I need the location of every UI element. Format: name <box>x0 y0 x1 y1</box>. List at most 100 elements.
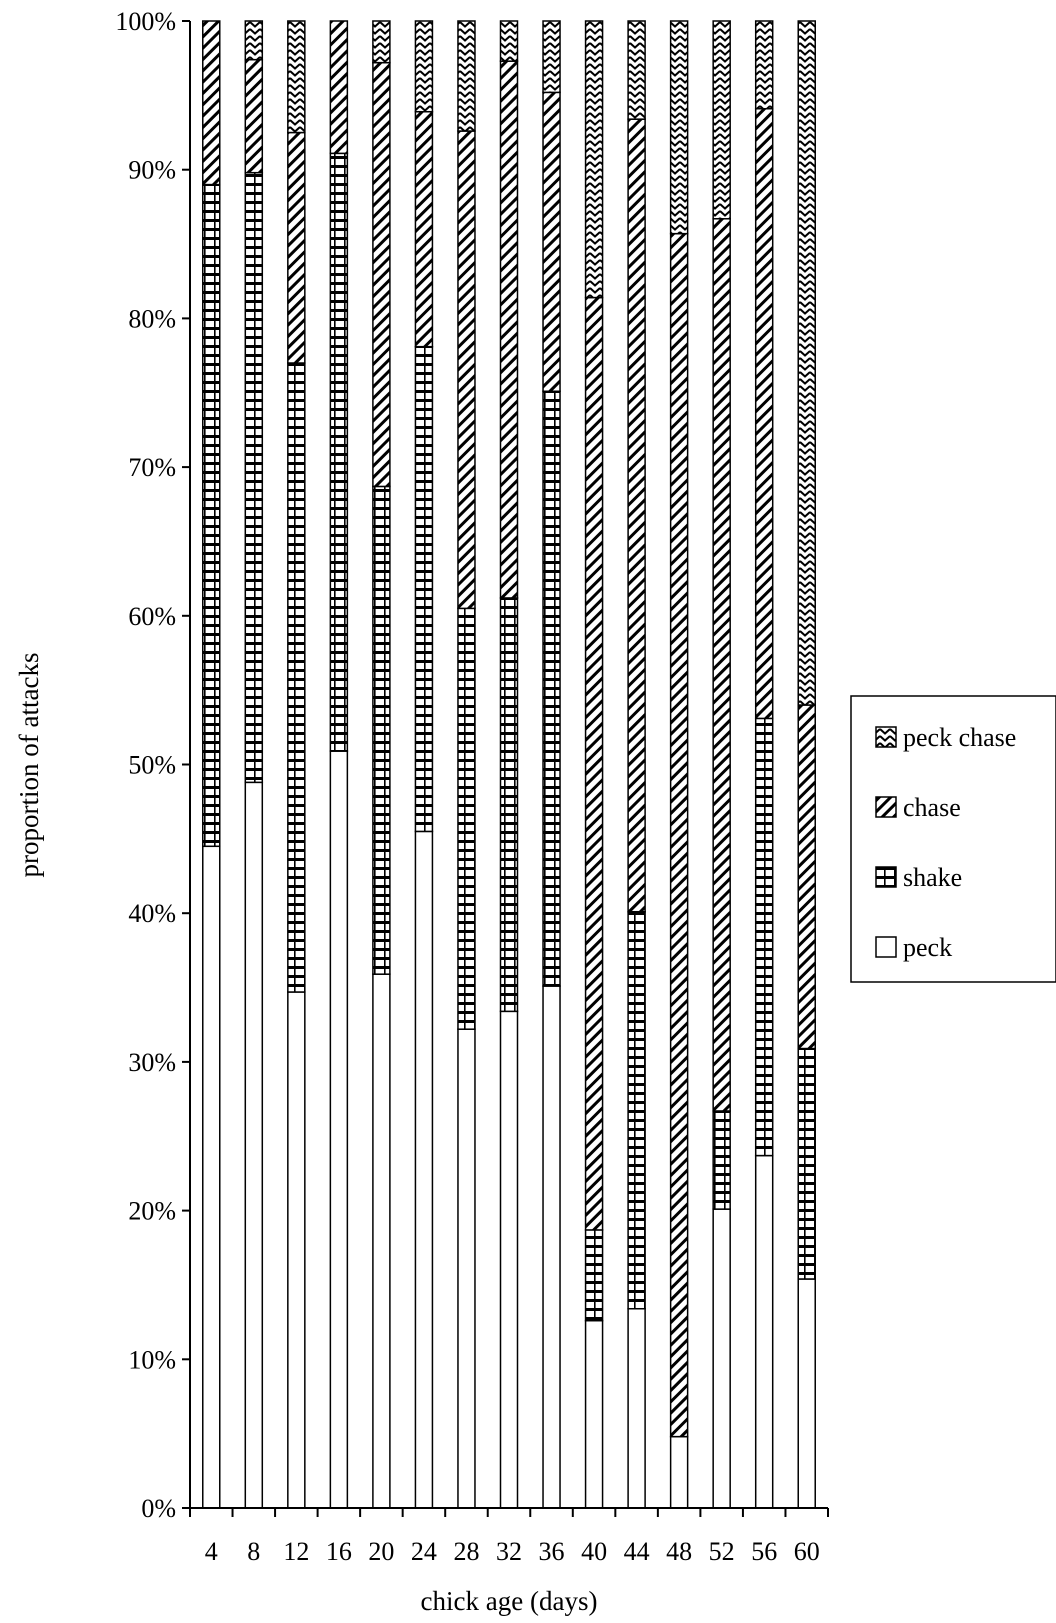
legend-items: peck chase chase shake peck <box>875 723 1016 962</box>
bar-stack-24 <box>414 20 434 1509</box>
y-tick-label: 100% <box>115 7 176 36</box>
y-tick-label: 40% <box>128 899 176 928</box>
y-tick-label: 90% <box>128 156 176 185</box>
bar-segment-peck-28 <box>457 1028 476 1509</box>
y-tick-label: 20% <box>128 1197 176 1226</box>
bar-segment-peck-chase-32 <box>499 20 519 62</box>
bar-segment-peck-52 <box>712 1208 731 1509</box>
bar-segment-chase-40 <box>584 296 604 1231</box>
bar-segment-shake-16 <box>329 152 349 752</box>
bar-segment-peck-chase-28 <box>457 20 476 132</box>
bar-segment-peck-56 <box>754 1154 774 1509</box>
y-tick-label: 70% <box>128 453 176 482</box>
x-tick-label: 36 <box>539 1537 565 1566</box>
bar-segment-peck-44 <box>627 1307 646 1509</box>
bar-segment-chase-44 <box>627 118 646 913</box>
y-tick-label: 0% <box>141 1494 176 1523</box>
bar-stack-44 <box>627 20 646 1509</box>
bar-segment-peck-8 <box>244 781 264 1509</box>
bar-stack-12 <box>287 20 306 1509</box>
bar-segment-peck-chase-24 <box>414 20 434 113</box>
bar-segment-peck-16 <box>329 750 349 1509</box>
bar-segment-shake-4 <box>202 183 221 848</box>
y-tick-label: 80% <box>128 304 176 333</box>
x-tick-label: 8 <box>247 1537 260 1566</box>
bar-segment-peck-chase-52 <box>712 20 731 220</box>
bar-segment-peck-20 <box>372 973 391 1509</box>
x-ticks-layer: 4 8 12 16 20 24 28 32 36 40 44 48 52 56 60 <box>189 1508 829 1566</box>
bar-segment-peck-chase-60 <box>797 20 816 706</box>
bar-segment-shake-44 <box>627 910 646 1310</box>
bar-segment-shake-8 <box>244 171 264 784</box>
bar-segment-peck-4 <box>202 845 221 1509</box>
y-axis-title: proportion of attacks <box>14 653 44 878</box>
bar-segment-peck-24 <box>414 830 434 1509</box>
y-tick-label: 30% <box>128 1048 176 1077</box>
bar-segment-shake-40 <box>584 1229 604 1322</box>
bar-segment-shake-60 <box>797 1047 816 1280</box>
bar-segment-chase-20 <box>372 61 391 488</box>
bar-segment-chase-28 <box>457 130 476 610</box>
x-tick-label: 48 <box>666 1537 692 1566</box>
bar-stack-28 <box>457 20 476 1509</box>
bar-segment-shake-56 <box>754 717 774 1157</box>
bar-segment-chase-32 <box>499 60 519 599</box>
bar-segment-peck-12 <box>287 991 306 1509</box>
y-ticks-layer: 0% 10% 20% 30% 40% 50% 60% 70% 80% 90% 100% <box>115 7 190 1523</box>
bar-segment-peck-chase-12 <box>287 20 306 134</box>
y-tick-label: 50% <box>128 751 176 780</box>
bar-stack-60 <box>797 20 816 1509</box>
bar-segment-peck-36 <box>542 985 561 1509</box>
legend-item-peck-chase: peck chase <box>875 723 1016 752</box>
bar-segment-shake-12 <box>287 362 306 993</box>
bar-segment-chase-4 <box>202 20 221 186</box>
y-tick-label: 60% <box>128 602 176 631</box>
legend-label-peck: peck <box>903 933 952 962</box>
bar-segment-shake-36 <box>542 390 561 987</box>
x-tick-label: 24 <box>411 1537 437 1566</box>
x-tick-label: 32 <box>496 1537 522 1566</box>
bar-segment-chase-36 <box>542 91 561 393</box>
legend-item-shake: shake <box>875 863 962 892</box>
x-tick-label: 16 <box>326 1537 352 1566</box>
bar-stack-20 <box>372 20 391 1509</box>
bar-stack-48 <box>669 20 689 1509</box>
bar-stack-40 <box>584 20 604 1509</box>
x-tick-label: 52 <box>709 1537 735 1566</box>
legend-swatch-chase <box>875 796 897 818</box>
x-tick-label: 56 <box>751 1537 777 1566</box>
legend-item-peck: peck <box>875 933 952 962</box>
x-tick-label: 4 <box>205 1537 218 1566</box>
bars-layer <box>202 20 816 1509</box>
x-tick-label: 12 <box>283 1537 309 1566</box>
bar-segment-chase-56 <box>754 107 774 720</box>
x-tick-label: 60 <box>794 1537 820 1566</box>
legend-swatch-peck-chase <box>875 726 897 748</box>
bar-segment-shake-52 <box>712 1110 731 1210</box>
legend-swatch-peck <box>875 936 897 958</box>
bar-segment-peck-chase-20 <box>372 20 391 64</box>
x-tick-label: 40 <box>581 1537 607 1566</box>
legend-label-chase: chase <box>903 793 961 822</box>
bar-segment-peck-60 <box>797 1278 816 1509</box>
bar-segment-chase-52 <box>712 218 731 1112</box>
bar-segment-peck-32 <box>499 1010 519 1509</box>
bar-segment-peck-chase-44 <box>627 20 646 120</box>
y-tick-label: 10% <box>128 1345 176 1374</box>
bar-segment-shake-32 <box>499 597 519 1013</box>
bar-stack-52 <box>712 20 731 1509</box>
bar-stack-4 <box>202 20 221 1509</box>
legend-label-shake: shake <box>903 863 962 892</box>
legend-label-peck-chase: peck chase <box>903 723 1016 752</box>
bar-stack-16 <box>329 20 349 1509</box>
bar-segment-shake-28 <box>457 607 476 1030</box>
bar-stack-32 <box>499 20 519 1509</box>
bar-segment-peck-chase-40 <box>584 20 604 299</box>
x-axis-title: chick age (days) <box>421 1586 598 1616</box>
bar-segment-chase-12 <box>287 131 306 364</box>
legend-swatch-shake <box>875 866 897 888</box>
bar-segment-peck-chase-8 <box>244 20 264 61</box>
bar-segment-peck-chase-48 <box>669 20 689 235</box>
bar-segment-chase-24 <box>414 110 434 348</box>
